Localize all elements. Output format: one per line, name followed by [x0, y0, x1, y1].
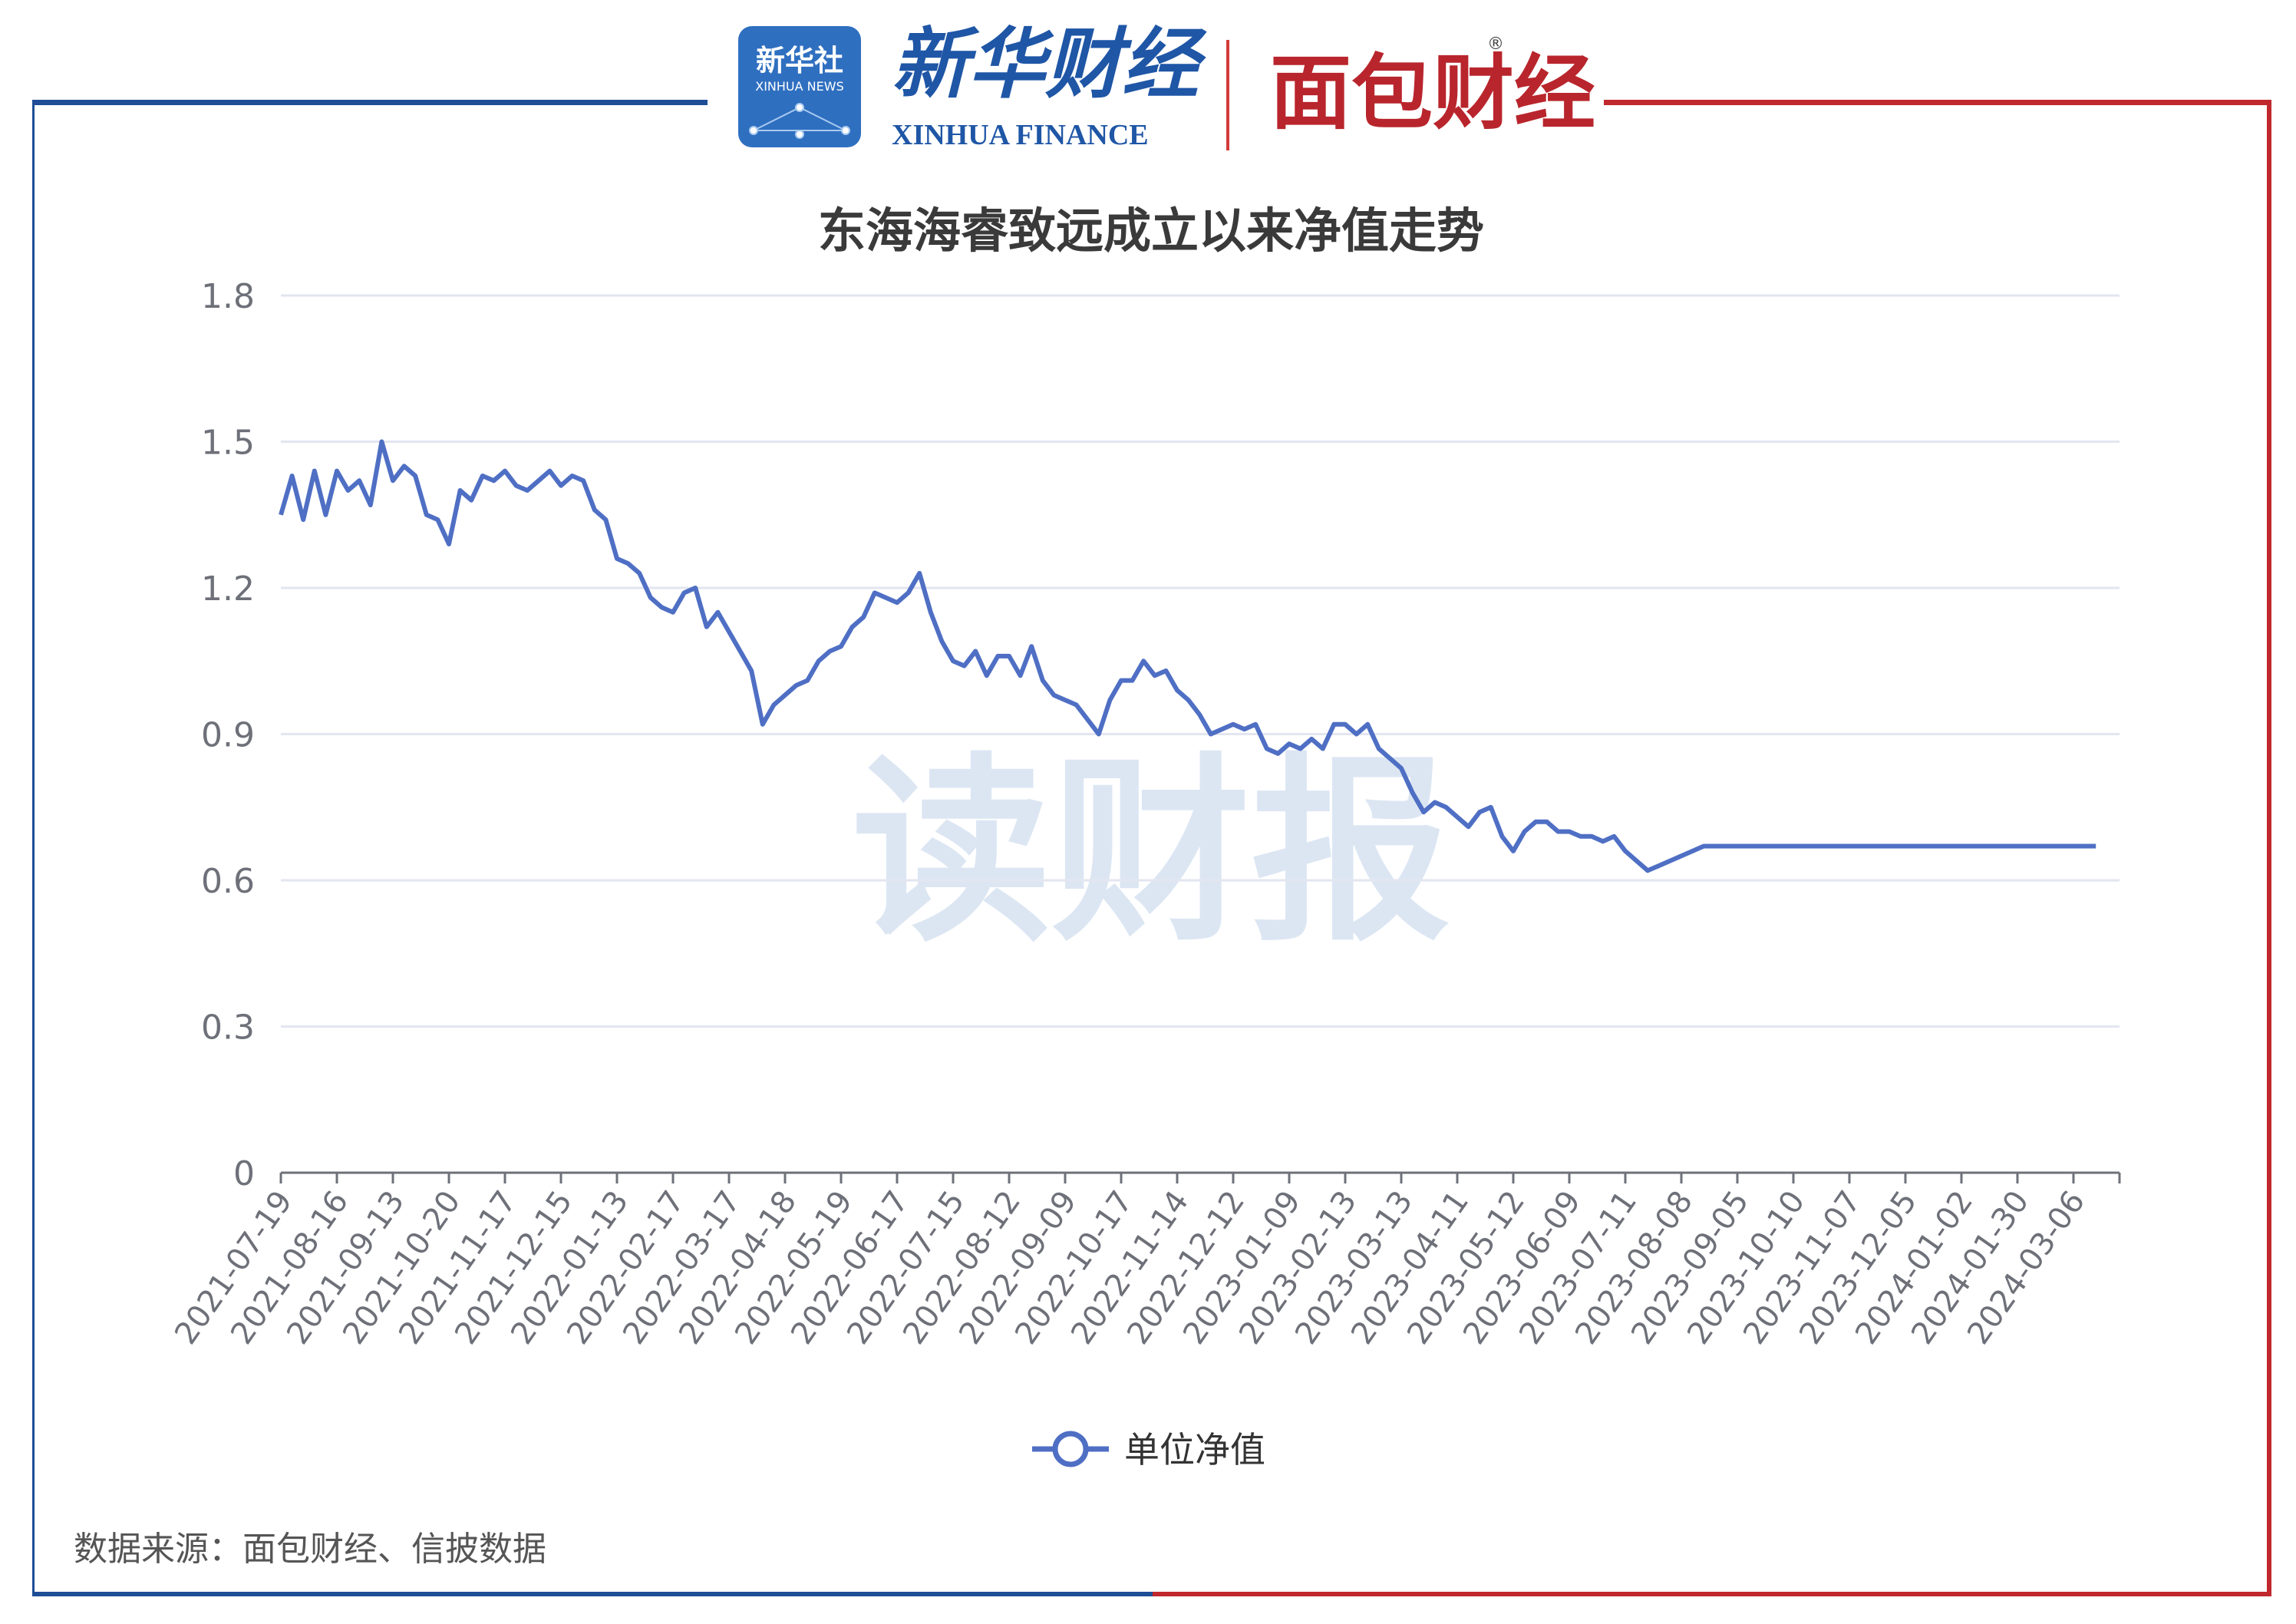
- x-axis: [279, 1171, 2121, 1183]
- chart-title: 东海海睿致远成立以来净值走势: [818, 203, 1484, 259]
- xinhua-news-logo-en: XINHUA NEWS: [755, 79, 843, 94]
- registered-mark: ®: [1487, 35, 1504, 54]
- y-tick-label: 0.3: [201, 1008, 255, 1048]
- xinhua-finance-logo-en: XINHUA FINANCE: [892, 119, 1149, 151]
- frame-right-border: [2267, 100, 2271, 1596]
- xinhua-finance-logo-cn: 新华财经: [892, 18, 1207, 109]
- source-note: 数据来源：面包财经、信披数据: [74, 1530, 546, 1569]
- mianbao-logo: 面包财经: [1270, 46, 1595, 140]
- frame-left-border: [32, 100, 35, 1596]
- x-axis-tick-labels: 2021-07-192021-08-162021-09-132021-10-20…: [168, 1184, 2092, 1351]
- y-tick-label: 1.5: [201, 424, 255, 463]
- header-logos: 新华社 XINHUA NEWS 新华财经 XINHUA FINANCE 面包财经…: [738, 18, 1595, 151]
- legend-label: 单位净值: [1124, 1429, 1265, 1471]
- legend[interactable]: 单位净值: [1032, 1429, 1265, 1471]
- frame-bottom-right-border: [1153, 1592, 2271, 1596]
- frame-bottom-left-border: [32, 1592, 1153, 1596]
- xinhua-news-logo-tile: [738, 26, 861, 147]
- xinhua-news-logo-cn: 新华社: [756, 44, 843, 78]
- frame-top-right-border: [1604, 100, 2271, 105]
- legend-circle-marker: [1052, 1431, 1089, 1467]
- y-tick-label: 0: [233, 1154, 255, 1193]
- network-icon: [749, 103, 850, 139]
- y-tick-label: 1.8: [201, 277, 255, 316]
- y-tick-label: 0.6: [201, 862, 255, 901]
- y-tick-label: 0.9: [201, 716, 255, 755]
- y-axis-tick-labels: 0 0.3 0.6 0.9 1.2 1.5 1.8: [201, 277, 255, 1193]
- grid-lines: [281, 294, 2120, 1028]
- watermark: 读财报: [852, 737, 1450, 969]
- y-tick-label: 1.2: [201, 569, 255, 609]
- frame-top-left-border: [32, 100, 708, 105]
- series-line-unit-nav: [279, 439, 2096, 873]
- series-layer: [279, 439, 2096, 873]
